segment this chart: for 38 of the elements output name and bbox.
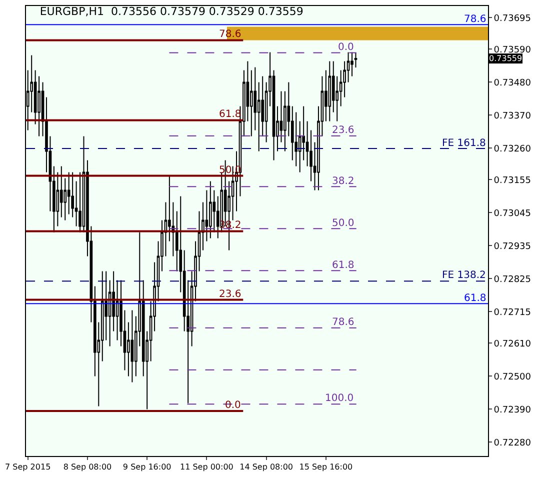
annotation: 61.8 — [332, 260, 354, 271]
y-tick-label: 0.73590 — [494, 45, 532, 56]
y-tick-label: 0.72935 — [494, 242, 532, 252]
x-tick-label: 15 Sep 16:00 — [299, 462, 353, 472]
x-tick-label: 9 Sep 16:00 — [122, 462, 172, 472]
annotation: 78.6 — [464, 14, 486, 25]
annotation: 50.0 — [332, 218, 354, 229]
candlestick — [209, 180, 212, 239]
annotation: 0.0 — [225, 400, 241, 411]
y-tick-label: 0.73695 — [494, 14, 532, 24]
y-tick-label: 0.73370 — [494, 111, 532, 122]
candlestick — [328, 60, 332, 122]
text: 0.73559 — [489, 54, 522, 63]
annotation: 0.0 — [338, 42, 354, 53]
y-tick-label: 0.73480 — [494, 78, 532, 88]
annotation: 78.6 — [332, 317, 354, 328]
annotation: 23.6 — [332, 125, 354, 136]
annotation: 23.6 — [219, 289, 242, 300]
annotation: FE 161.8 — [442, 138, 486, 149]
y-tick-label: 0.72280 — [494, 438, 532, 448]
chart-title: EURGBP,H1 0.73556 0.73579 0.73529 0.73559 — [40, 4, 304, 18]
y-tick-label: 0.73260 — [494, 144, 532, 154]
y-tick-label: 0.72610 — [494, 339, 532, 350]
y-tick-label: 0.72390 — [494, 405, 532, 416]
y-tick-label: 0.72825 — [494, 274, 532, 285]
x-tick-label: 14 Sep 08:00 — [240, 462, 294, 472]
x-tick-label: 8 Sep 08:00 — [63, 462, 112, 472]
x-tick-label: 11 Sep 00:00 — [180, 462, 234, 472]
y-tick-label: 0.73155 — [494, 176, 532, 186]
x-tick-label: 7 Sep 2015 — [5, 462, 51, 472]
annotation: 61.8 — [464, 293, 486, 304]
annotation: FE 138.2 — [442, 270, 486, 281]
y-tick-label: 0.72715 — [494, 308, 532, 318]
annotation: 38.2 — [332, 176, 354, 187]
y-tick-label: 0.73045 — [494, 208, 532, 219]
y-tick-label: 0.72500 — [494, 372, 532, 382]
annotation: 100.0 — [325, 393, 354, 404]
candlestick — [130, 310, 134, 383]
